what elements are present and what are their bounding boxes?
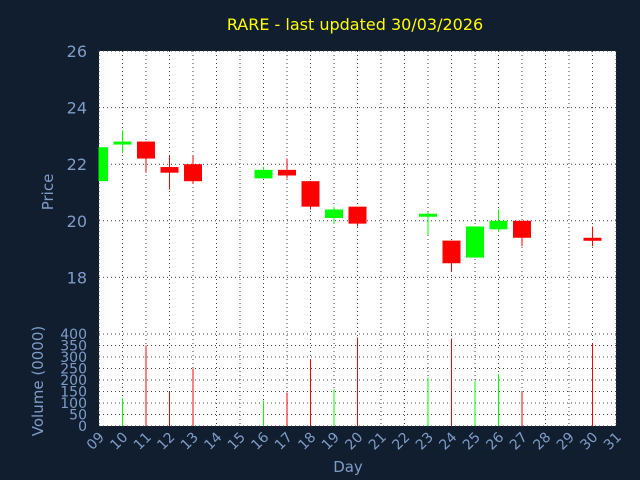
candle xyxy=(583,226,602,247)
x-axis-label: Day xyxy=(333,458,363,476)
x-tick-label: 29 xyxy=(554,430,578,454)
x-ticks: 09 10 11 12 13 14 15 16 17 18 19 20 21 22 23 24 25 26 27 28… xyxy=(84,429,625,453)
volume-tick-label: 200 xyxy=(60,373,87,389)
volume-tick-label: 150 xyxy=(60,385,87,401)
volume-bars xyxy=(122,337,593,426)
x-tick-label: 14 xyxy=(201,429,225,453)
candle-body xyxy=(489,220,508,230)
volume-tick-label: 0 xyxy=(78,419,87,435)
candle xyxy=(113,130,132,153)
volume-tick-label: 100 xyxy=(60,396,87,412)
price-panel xyxy=(99,51,616,334)
x-tick-label: 18 xyxy=(295,430,319,454)
x-tick-label: 24 xyxy=(436,429,460,453)
x-tick-label: 19 xyxy=(319,430,343,454)
x-tick-label: 28 xyxy=(530,430,554,454)
volume-tick-label: 50 xyxy=(69,408,87,424)
candle-body xyxy=(466,226,484,258)
price-tick-label: 22 xyxy=(67,155,87,174)
x-tick-label: 31 xyxy=(601,430,625,454)
volume-tick-label: 400 xyxy=(60,327,87,343)
x-tick-label: 22 xyxy=(389,430,413,454)
price-tick-label: 26 xyxy=(67,42,87,61)
x-tick-label: 30 xyxy=(577,430,601,454)
candles xyxy=(98,130,602,272)
x-tick-label: 23 xyxy=(413,430,437,454)
price-tick-label: 24 xyxy=(67,99,87,118)
candle-body xyxy=(99,147,108,182)
candle xyxy=(419,212,437,235)
x-tick-label: 13 xyxy=(178,430,202,454)
candle-body xyxy=(348,206,367,224)
volume-tick-label: 250 xyxy=(60,362,87,378)
candle-body xyxy=(419,213,437,217)
candle xyxy=(160,155,179,190)
candle-body xyxy=(278,169,296,176)
candle-body xyxy=(254,169,273,179)
x-tick-label: 16 xyxy=(248,429,272,453)
candle xyxy=(325,206,343,224)
volume-axis-label: Volume (0000) xyxy=(29,326,47,436)
chart-title: RARE - last updated 30/03/2026 xyxy=(227,15,483,34)
x-tick-label: 12 xyxy=(154,430,178,454)
candle-body xyxy=(184,164,202,182)
x-tick-label: 10 xyxy=(107,430,131,454)
candle xyxy=(348,206,367,227)
candle-body xyxy=(325,209,343,218)
candle xyxy=(513,220,531,247)
x-tick-label: 15 xyxy=(225,430,249,454)
candle-body xyxy=(583,237,602,241)
price-y-ticks: 18 20 22 24 26 xyxy=(67,42,87,287)
candle-body xyxy=(113,141,132,145)
candle-body xyxy=(442,240,461,264)
candle xyxy=(278,158,296,179)
x-tick-label: 25 xyxy=(460,430,484,454)
candle-body xyxy=(160,167,179,173)
price-tick-label: 18 xyxy=(67,268,87,287)
candle xyxy=(466,226,484,258)
candle xyxy=(254,167,273,179)
candle-body xyxy=(513,220,531,238)
volume-tick-label: 300 xyxy=(60,350,87,366)
x-tick-label: 09 xyxy=(84,430,108,454)
x-tick-label: 17 xyxy=(272,430,296,454)
price-tick-label: 20 xyxy=(67,212,87,231)
x-tick-label: 27 xyxy=(507,430,531,454)
x-tick-label: 26 xyxy=(483,429,507,453)
candle xyxy=(98,147,108,182)
candle xyxy=(301,181,320,210)
candle xyxy=(442,240,461,272)
volume-tick-label: 350 xyxy=(60,339,87,355)
candle xyxy=(137,141,155,173)
x-tick-label: 20 xyxy=(342,430,366,454)
price-axis-label: Price xyxy=(39,174,57,211)
candle xyxy=(489,209,508,233)
candle-body xyxy=(301,181,320,207)
x-tick-label: 11 xyxy=(131,430,155,454)
candle xyxy=(184,155,202,185)
candle-body xyxy=(137,141,155,159)
x-tick-label: 21 xyxy=(366,430,390,454)
